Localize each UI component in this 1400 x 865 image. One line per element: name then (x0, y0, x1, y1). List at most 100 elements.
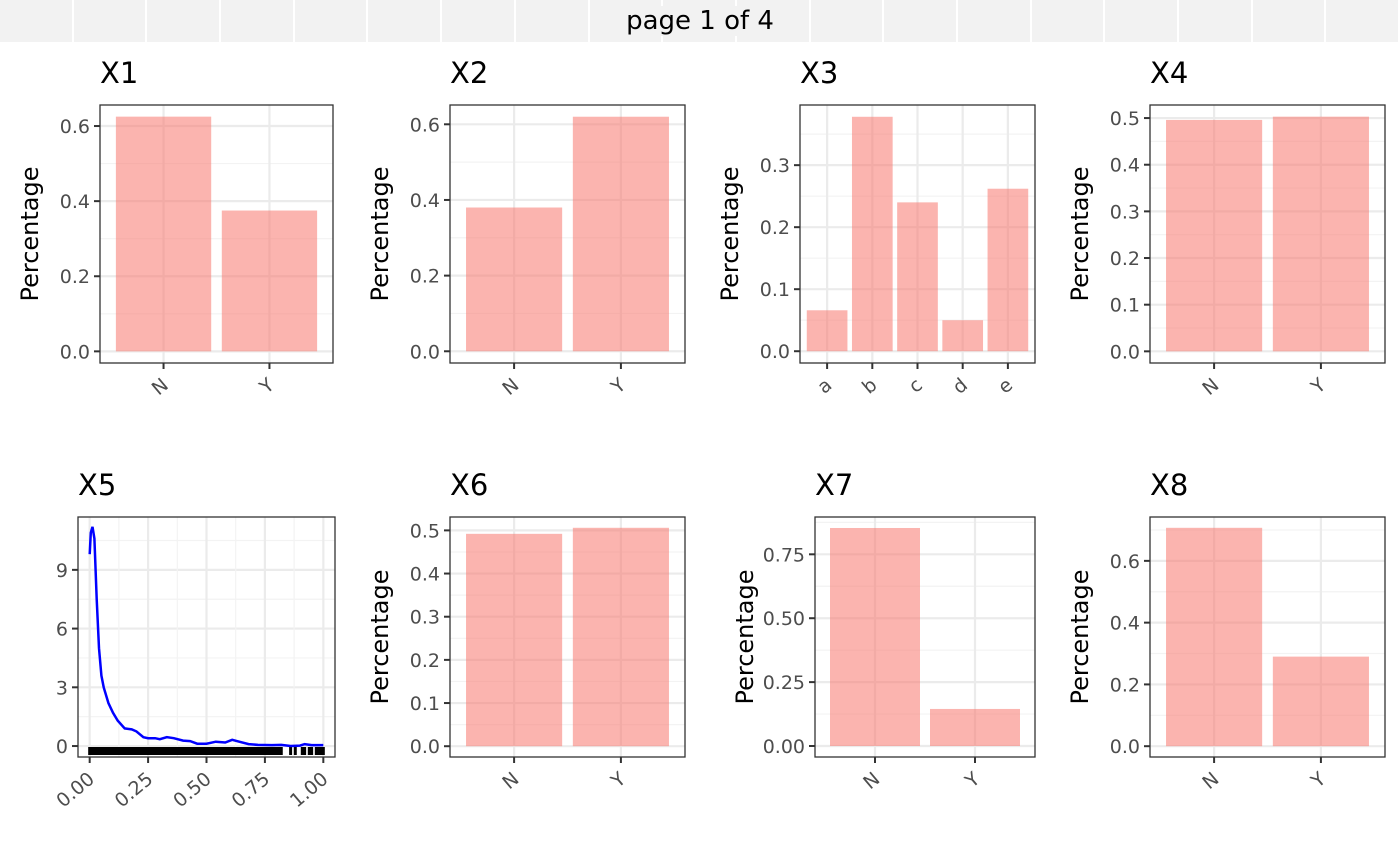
y-tick-label: 0.6 (410, 114, 440, 136)
x-tick-label: N (1198, 768, 1223, 794)
panel-border (449, 104, 686, 364)
x-tick-label: N (148, 374, 173, 400)
panel-title: X7 (815, 468, 853, 502)
bar-y (221, 210, 318, 352)
x-tick-label: Y (960, 768, 984, 793)
y-tick-label: 3 (56, 677, 68, 699)
panel-title: X8 (1150, 468, 1188, 502)
bar-n (830, 527, 920, 747)
y-tick-label: 0.0 (60, 341, 90, 363)
y-axis-label: Percentage (731, 569, 759, 704)
y-tick-label: 0.6 (60, 116, 90, 138)
y-tick-label: 0.2 (60, 266, 90, 288)
y-tick-label: 0.4 (1110, 613, 1140, 635)
panel-x3: 0.0 0.1 0.2 0.3 a b c d e X3 Percentage (716, 56, 1036, 399)
bar-n (1166, 527, 1263, 747)
bar-n (1166, 119, 1263, 352)
x-tick-label: 0.75 (228, 768, 275, 812)
panel-border (1149, 104, 1386, 364)
y-tick-label: 0.0 (410, 736, 440, 758)
x-tick-label: b (858, 374, 881, 399)
y-tick-label: 0.75 (763, 544, 805, 566)
panel-title: X5 (78, 468, 116, 502)
bar-y (1272, 656, 1369, 747)
bar-e (987, 188, 1029, 352)
panel-border (1149, 516, 1386, 758)
y-tick-label: 0.25 (763, 672, 805, 694)
y-tick-label: 0.0 (1110, 736, 1140, 758)
panel-title: X6 (450, 468, 488, 502)
x-tick-label: 0.25 (111, 768, 158, 812)
panel-x7: 0.00 0.25 0.50 0.75 N Y X7 Percentage (731, 468, 1036, 794)
y-tick-label: 9 (56, 560, 68, 582)
y-axis-label: Percentage (366, 569, 394, 704)
x-tick-label: Y (255, 374, 279, 399)
y-axis-label: Percentage (366, 166, 394, 301)
x-tick-label: a (813, 374, 836, 398)
x-tick-label: N (859, 768, 884, 794)
page-header-bar (0, 0, 1400, 42)
x-tick-label: e (994, 374, 1017, 398)
y-tick-label: 6 (56, 619, 68, 641)
panel-border (99, 104, 334, 364)
bar-a (806, 310, 848, 352)
panel-border (449, 516, 686, 758)
x-tick-label: N (498, 768, 523, 794)
bar-c (897, 202, 938, 352)
panel-title: X1 (100, 56, 138, 90)
x-tick-label: 1.00 (286, 768, 333, 812)
y-axis-label: Percentage (716, 166, 744, 301)
y-tick-label: 0.5 (1110, 108, 1140, 130)
panel-title: X2 (450, 56, 488, 90)
y-tick-label: 0.2 (410, 266, 440, 288)
y-tick-label: 0.4 (410, 190, 440, 212)
y-tick-label: 0.6 (1110, 551, 1140, 573)
page-label: page 1 of 4 (622, 6, 778, 36)
panel-title: X4 (1150, 56, 1188, 90)
bar-y (572, 116, 669, 352)
density-line (88, 526, 324, 748)
panel-x1: 0.0 0.2 0.4 0.6 N Y X1 Percentage (16, 56, 334, 400)
y-axis-label: Percentage (16, 166, 44, 301)
bar-n (466, 207, 563, 352)
x-tick-label: c (905, 374, 927, 398)
y-tick-label: 0.2 (410, 650, 440, 672)
x-tick-label: Y (606, 374, 630, 399)
y-tick-label: 0.2 (1110, 674, 1140, 696)
y-tick-label: 0.0 (1110, 341, 1140, 363)
bar-n (115, 116, 212, 352)
panel-x4: 0.0 0.1 0.2 0.3 0.4 0.5 N Y X4 Percentage (1066, 56, 1386, 400)
x-tick-label: 0.00 (52, 768, 99, 812)
y-tick-label: 0.4 (1110, 155, 1140, 177)
y-tick-label: 0.00 (763, 736, 805, 758)
panel-title: X3 (800, 56, 838, 90)
y-axis-label: Percentage (1066, 569, 1094, 704)
x-tick-label: N (1198, 374, 1223, 400)
x-tick-label: 0.50 (169, 768, 216, 812)
bar-n (466, 533, 563, 747)
y-tick-label: 0.2 (760, 217, 790, 239)
x-tick-label: d (949, 374, 972, 399)
bar-y (572, 527, 669, 747)
y-tick-label: 0.5 (410, 520, 440, 542)
panel-x6: 0.0 0.1 0.2 0.3 0.4 0.5 N Y X6 Percentage (366, 468, 686, 794)
y-axis-label: Percentage (1066, 166, 1094, 301)
panel-x2: 0.0 0.2 0.4 0.6 N Y X2 Percentage (366, 56, 686, 400)
x-tick-label: N (498, 374, 523, 400)
y-tick-label: 0.4 (60, 191, 90, 213)
y-tick-label: 0.1 (760, 279, 790, 301)
x-tick-label: Y (606, 768, 630, 793)
y-tick-label: 0.0 (760, 341, 790, 363)
y-tick-label: 0 (56, 736, 68, 758)
panel-x5: 0 3 6 9 0.00 0.25 0.50 0.75 1.00 X5 (52, 468, 336, 812)
panel-border (814, 516, 1036, 758)
bar-y (1272, 116, 1369, 352)
bar-b (851, 116, 893, 352)
x-tick-label: Y (1306, 768, 1330, 793)
y-tick-label: 0.1 (410, 693, 440, 715)
y-tick-label: 0.3 (760, 155, 790, 177)
y-tick-label: 0.50 (763, 608, 805, 630)
y-tick-label: 0.3 (410, 607, 440, 629)
y-tick-label: 0.4 (410, 564, 440, 586)
